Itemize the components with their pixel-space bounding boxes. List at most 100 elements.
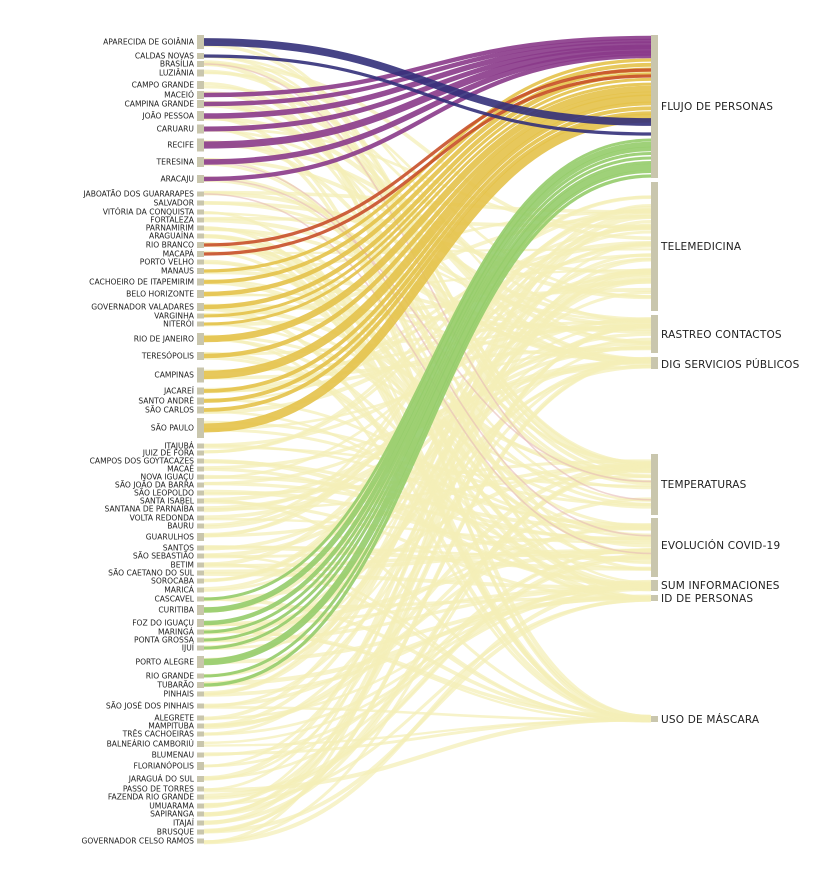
source-node-campina-grande bbox=[197, 100, 204, 108]
source-label-salvador: SALVADOR bbox=[153, 199, 194, 208]
source-label-itajuba: ITAJUBÁ bbox=[164, 442, 194, 451]
flow-link-varginha bbox=[203, 77, 652, 318]
source-label-pinhais: PINHAIS bbox=[164, 690, 195, 699]
source-label-jaboatao-dos-guararapes: JABOATÃO DOS GUARARAPES bbox=[82, 190, 194, 199]
source-node-balneario-camboriu bbox=[197, 741, 204, 747]
flow-link-santo-andre bbox=[203, 106, 652, 403]
source-node-jaragua-do-sul bbox=[197, 776, 204, 782]
flow-link-caruaru bbox=[203, 44, 652, 132]
flow-link bbox=[203, 343, 652, 708]
flow-link bbox=[203, 358, 652, 833]
source-node-belo-horizonte bbox=[197, 290, 204, 298]
source-node-cascavel bbox=[197, 596, 204, 602]
source-node-nova-iguacu bbox=[197, 474, 204, 480]
source-node-ponta-grossa bbox=[197, 637, 204, 643]
target-label-dig-servicios-publicos: DIG SERVICIOS PÚBLICOS bbox=[661, 358, 800, 371]
source-node-santos bbox=[197, 545, 204, 551]
source-node-volta-redonda bbox=[197, 515, 204, 521]
source-label-nova-iguacu: NOVA IGUAÇU bbox=[141, 473, 194, 482]
source-label-curitiba: CURITIBA bbox=[158, 606, 194, 615]
source-node-teresopolis bbox=[197, 352, 204, 360]
source-label-sapiranga: SAPIRANGA bbox=[150, 810, 195, 819]
flow-link-tubarao bbox=[203, 174, 652, 687]
source-label-betim: BETIM bbox=[171, 561, 194, 570]
source-label-foz-do-iguacu: FOZ DO IGUAÇU bbox=[132, 619, 194, 628]
flow-link-cascavel bbox=[203, 138, 652, 601]
source-label-joao-pessoa: JOÃO PESSOA bbox=[141, 112, 194, 121]
flow-link bbox=[203, 548, 652, 780]
target-label-rastreo-contactos: RASTREO CONTACTOS bbox=[661, 329, 782, 341]
source-label-fazenda-rio-grande: FAZENDA RIO GRANDE bbox=[108, 793, 194, 802]
source-node-rio-de-janeiro bbox=[197, 333, 204, 345]
source-label-aparecida-de-goiania: APARECIDA DE GOIÂNIA bbox=[103, 38, 195, 47]
source-node-joao-pessoa bbox=[197, 111, 204, 121]
source-label-passo-de-torres: PASSO DE TORRES bbox=[123, 785, 194, 794]
source-label-aracaju: ARACAJU bbox=[160, 175, 194, 184]
source-node-sao-caetano-do-sul bbox=[197, 570, 204, 576]
source-node-governador-celso-ramos bbox=[197, 838, 204, 844]
source-node-jacarei bbox=[197, 387, 204, 395]
source-node-caldas-novas bbox=[197, 53, 204, 59]
source-node-santo-andre bbox=[197, 397, 204, 405]
source-label-vitoria-da-conquista: VITÓRIA DA CONQUISTA bbox=[103, 208, 195, 217]
source-node-curitiba bbox=[197, 605, 204, 615]
source-node-varginha bbox=[197, 313, 204, 319]
source-label-rio-branco: RIO BRANCO bbox=[146, 241, 194, 250]
flow-link-rio-branco bbox=[203, 68, 652, 247]
source-node-governador-valadares bbox=[197, 303, 204, 311]
target-label-uso-de-mascara: USO DE MÁSCARA bbox=[661, 713, 760, 726]
target-node-dig-servicios-publicos bbox=[651, 357, 658, 369]
source-label-umuarama: UMUARAMA bbox=[149, 802, 195, 811]
flow-link bbox=[203, 276, 652, 641]
target-category-nodes: FLUJO DE PERSONAS TELEMEDICINA RASTREO CON… bbox=[651, 35, 800, 726]
flow-link bbox=[203, 204, 652, 809]
source-label-sao-joao-da-barra: SÃO JOÃO DA BARRA bbox=[115, 481, 195, 490]
source-node-sorocaba bbox=[197, 578, 204, 584]
target-node-temperaturas bbox=[651, 454, 658, 515]
flow-link bbox=[203, 220, 652, 844]
source-label-teresina: TERESINA bbox=[156, 158, 195, 167]
source-label-campo-grande: CAMPO GRANDE bbox=[132, 81, 195, 90]
flow-link-recife bbox=[203, 46, 652, 149]
source-label-recife: RECIFE bbox=[167, 141, 194, 150]
flow-link-rio-grande bbox=[203, 170, 652, 678]
source-node-manaus bbox=[197, 268, 204, 274]
source-node-passo-de-torres bbox=[197, 786, 204, 792]
flow-link bbox=[203, 584, 652, 845]
source-label-araguaina: ARAGUAÍNA bbox=[149, 232, 195, 241]
flow-link bbox=[203, 319, 652, 356]
source-node-blumenau bbox=[197, 752, 204, 758]
source-label-mampituba: MAMPITUBA bbox=[148, 722, 195, 731]
flow-link-niteroi bbox=[203, 82, 652, 326]
source-node-juiz-de-fora bbox=[197, 450, 204, 456]
flow-link-rio-de-janeiro bbox=[203, 85, 652, 343]
source-label-luziania: LUZIÂNIA bbox=[159, 69, 195, 78]
source-label-cachoeiro-de-itapemirim: CACHOEIRO DE ITAPEMIRIM bbox=[89, 278, 194, 287]
source-node-fazenda-rio-grande bbox=[197, 794, 204, 800]
source-node-sapiranga bbox=[197, 811, 204, 817]
flow-link bbox=[203, 242, 652, 792]
source-label-rio-de-janeiro: RIO DE JANEIRO bbox=[134, 335, 194, 344]
source-node-sao-sebastiao bbox=[197, 553, 204, 559]
source-label-varginha: VARGINHA bbox=[154, 312, 195, 321]
source-node-ijui bbox=[197, 645, 204, 651]
source-label-sao-leopoldo: SÃO LEOPOLDO bbox=[134, 489, 194, 498]
source-label-governador-celso-ramos: GOVERNADOR CELSO RAMOS bbox=[82, 837, 195, 846]
source-node-alegrete bbox=[197, 715, 204, 721]
source-label-cascavel: CASCAVEL bbox=[154, 595, 194, 604]
source-label-brasilia: BRASÍLIA bbox=[160, 60, 195, 69]
source-label-macae: MACAÉ bbox=[167, 465, 194, 474]
source-node-pinhais bbox=[197, 691, 204, 697]
source-label-santa-isabel: SANTA ISABEL bbox=[140, 497, 195, 506]
source-node-sao-paulo bbox=[197, 418, 204, 438]
source-node-santa-isabel bbox=[197, 498, 204, 504]
source-label-porto-alegre: PORTO ALEGRE bbox=[136, 658, 195, 667]
source-node-rio-branco bbox=[197, 242, 204, 248]
source-label-campina-grande: CAMPINA GRANDE bbox=[124, 100, 194, 109]
source-node-aracaju bbox=[197, 175, 204, 183]
flow-link bbox=[203, 579, 652, 757]
source-node-foz-do-iguacu bbox=[197, 619, 204, 627]
source-label-fortaleza: FORTALEZA bbox=[150, 216, 195, 225]
source-node-mampituba bbox=[197, 723, 204, 729]
